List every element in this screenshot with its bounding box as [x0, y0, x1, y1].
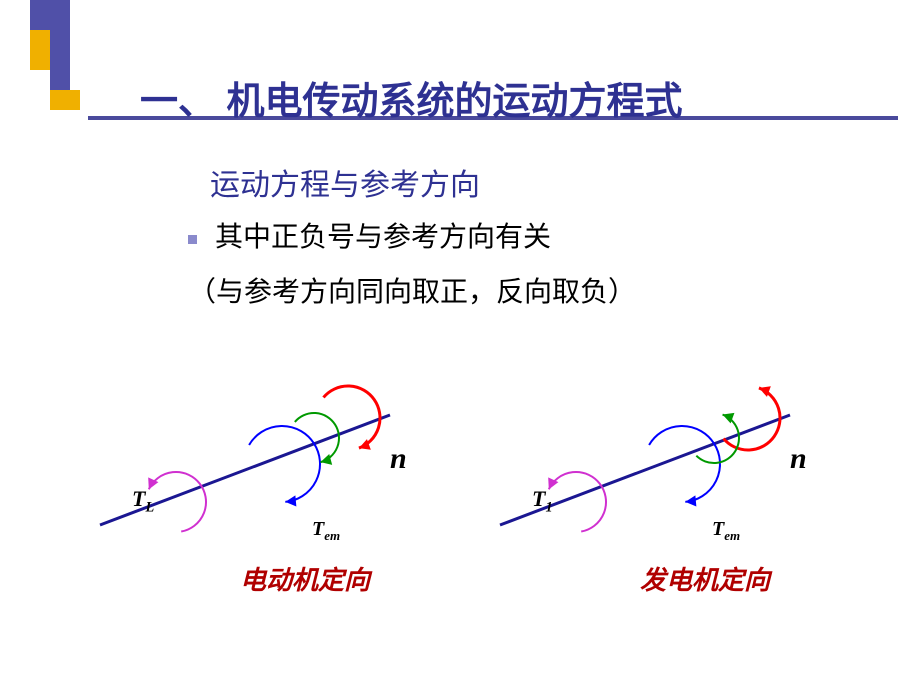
decor-block: [30, 0, 70, 30]
section-subtitle: 运动方程与参考方向: [210, 160, 480, 204]
tl-label: TL: [132, 486, 154, 516]
n-arrow: [323, 386, 380, 448]
page-title: 一、 机电传动系统的运动方程式: [140, 70, 683, 125]
tem-label: Tem: [712, 518, 740, 544]
generator-svg: [490, 360, 820, 580]
green-arrow: [696, 415, 739, 463]
bullet-text: 其中正负号与参考方向有关: [215, 222, 551, 253]
motor-caption: 电动机定向: [240, 560, 370, 597]
paren-note: （与参考方向同向取正，反向取负）: [188, 270, 636, 310]
motor-svg: [90, 360, 420, 580]
t1-label: T1: [532, 486, 553, 516]
tem-label: Tem: [312, 518, 340, 544]
decor-block: [50, 30, 70, 90]
n-label: n: [790, 442, 807, 476]
n-label: n: [390, 442, 407, 476]
bullet-icon: [188, 235, 197, 244]
generator-caption: 发电机定向: [640, 560, 770, 597]
decor-block: [50, 90, 80, 110]
generator-diagram: nTemT1发电机定向: [490, 360, 820, 580]
bullet-point: 其中正负号与参考方向有关: [188, 215, 551, 255]
decor-block: [30, 30, 50, 70]
motor-diagram: nTemTL电动机定向: [90, 360, 420, 580]
